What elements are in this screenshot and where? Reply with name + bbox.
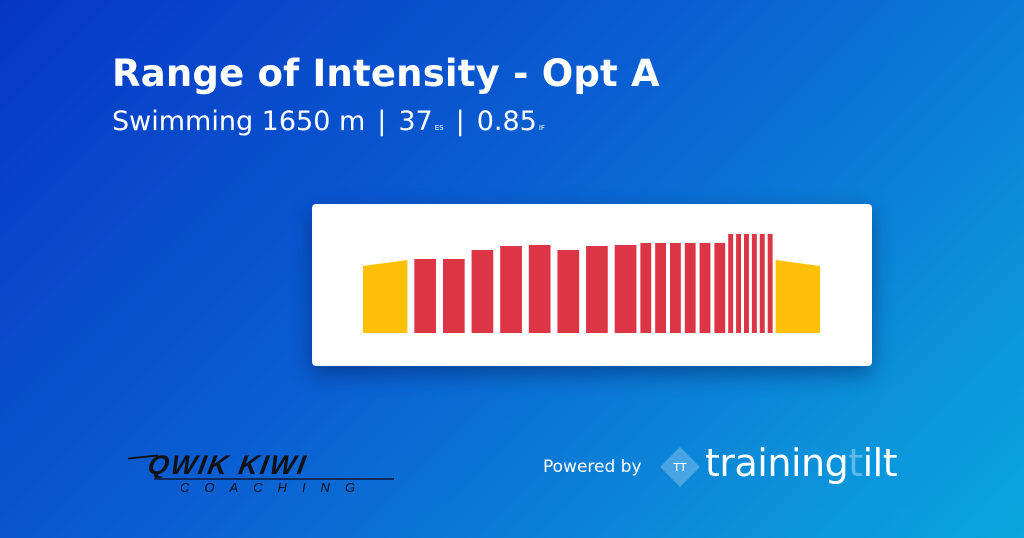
tt-mark-text: TT (672, 461, 687, 474)
interval-bar (728, 234, 734, 333)
interval-bar (640, 243, 652, 333)
interval-bar (684, 243, 696, 333)
interval-bar (471, 250, 494, 333)
interval-bar (586, 246, 608, 333)
trainingtilt-diamond-icon: TT (660, 447, 700, 487)
page-title: Range of Intensity - Opt A (112, 52, 660, 95)
brand-part: t (848, 441, 863, 485)
trainingtilt-logo: trainingtilt (705, 441, 898, 485)
intensity-chart-card (312, 204, 872, 366)
intensity-chart (363, 234, 820, 333)
interval-bar (442, 259, 465, 333)
powered-by-label: Powered by (543, 457, 642, 477)
logo-subtitle: COACHING (180, 480, 371, 495)
interval-bar (759, 234, 765, 333)
es-label: ES (434, 124, 444, 132)
interval-bar (557, 250, 580, 333)
interval-bar (528, 245, 551, 333)
interval-bar (655, 243, 667, 333)
interval-bar (500, 246, 522, 333)
sport-distance: Swimming 1650 m (112, 106, 366, 137)
interval-bar (614, 245, 637, 333)
warmup-ramp (363, 260, 408, 333)
interval-bar (699, 243, 711, 333)
interval-bar (743, 234, 749, 333)
logo-name: QWIK KIWI (145, 450, 310, 480)
interval-bar (414, 259, 437, 333)
workout-summary: Swimming 1650 m | 37 ES | 0.85 IF (112, 106, 545, 137)
logo-divider (154, 478, 394, 480)
interval-bar (751, 234, 757, 333)
interval-bar (767, 234, 773, 333)
cooldown-ramp (775, 260, 820, 333)
separator: | (377, 106, 387, 137)
brand-part: training (705, 441, 849, 485)
if-label: IF (538, 124, 545, 132)
es-value: 37 (398, 106, 433, 137)
interval-bar (714, 243, 726, 333)
qwik-kiwi-logo: QWIK KIWI COACHING (127, 450, 398, 495)
interval-bar (669, 243, 681, 333)
if-value: 0.85 (476, 106, 537, 137)
brand-part: ilt (862, 441, 898, 485)
interval-bar (736, 234, 742, 333)
separator: | (455, 106, 465, 137)
